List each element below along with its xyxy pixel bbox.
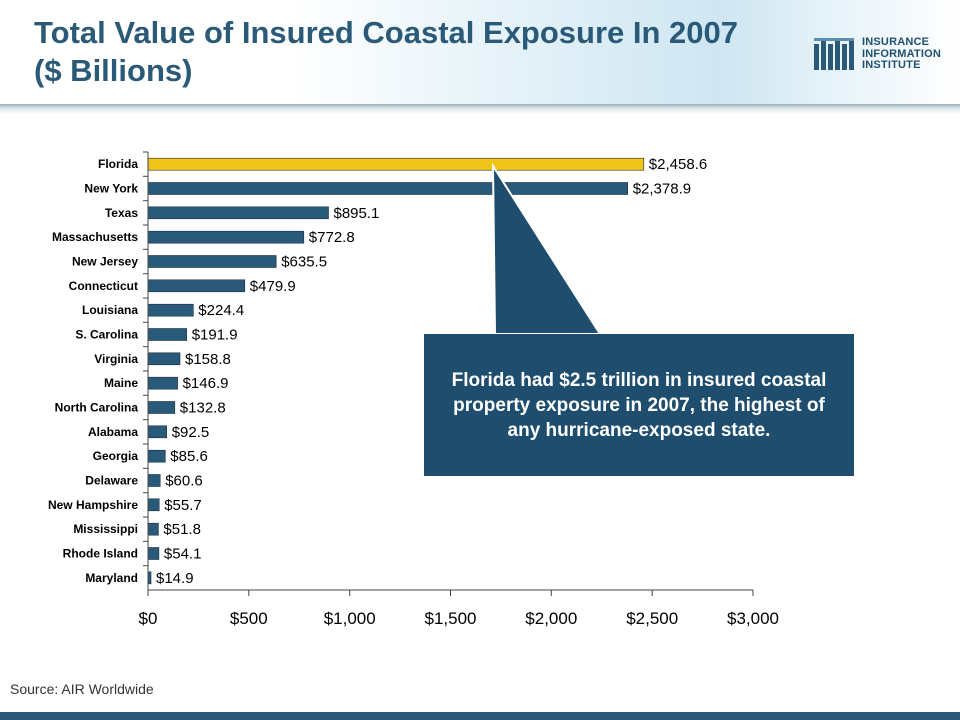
category-label-mississippi: Mississippi	[73, 522, 138, 536]
category-label-texas: Texas	[105, 206, 138, 220]
value-label-louisiana: $224.4	[198, 302, 244, 319]
bar-massachusetts	[147, 230, 305, 244]
bar-georgia	[147, 449, 166, 463]
bar-virginia	[147, 352, 181, 366]
bar-s-carolina	[147, 328, 188, 341]
bars-layer	[147, 157, 645, 585]
bar-florida	[147, 157, 645, 171]
callout-box: Florida had $2.5 trillion in insured coa…	[424, 334, 854, 476]
value-label-north-carolina: $132.8	[180, 400, 226, 417]
value-label-mississippi: $51.8	[163, 521, 201, 538]
iii-logo-icon	[814, 38, 854, 70]
bar-maine	[147, 376, 178, 390]
value-label-connecticut: $479.9	[250, 278, 296, 295]
category-label-rhode-island: Rhode Island	[63, 547, 138, 561]
bar-connecticut	[147, 279, 246, 293]
value-label-florida: $2,458.6	[649, 156, 707, 173]
header-divider	[0, 104, 960, 114]
logo-line-2: INFORMATION	[862, 47, 941, 60]
category-label-maine: Maine	[104, 376, 138, 390]
slide-title: Total Value of Insured Coastal Exposure …	[34, 14, 834, 90]
category-label-virginia: Virginia	[94, 352, 138, 366]
bar-alabama	[147, 425, 168, 439]
category-label-new-hampshire: New Hampshire	[48, 498, 138, 512]
category-label-alabama: Alabama	[88, 425, 138, 439]
x-tick-label: $500	[230, 609, 268, 628]
x-tick-label: $2,500	[626, 609, 678, 628]
category-label-connecticut: Connecticut	[69, 279, 138, 293]
bar-rhode-island	[147, 547, 160, 560]
category-label-s-carolina: S. Carolina	[75, 328, 138, 342]
bar-new-hampshire	[147, 498, 160, 512]
x-tick-label: $2,000	[525, 609, 577, 628]
x-tick-label: $1,500	[425, 609, 477, 628]
category-label-north-carolina: North Carolina	[55, 401, 139, 415]
x-tick-label: $1,000	[324, 609, 376, 628]
bar-mississippi	[147, 522, 159, 536]
value-label-new-jersey: $635.5	[281, 254, 327, 271]
footer-bar	[0, 712, 960, 720]
value-label-s-carolina: $191.9	[192, 327, 238, 344]
value-label-maryland: $14.9	[156, 570, 194, 587]
x-tick-label: $0	[139, 609, 158, 628]
value-label-new-york: $2,378.9	[633, 181, 691, 198]
value-label-massachusetts: $772.8	[309, 229, 355, 246]
title-line-1: Total Value of Insured Coastal Exposure …	[34, 15, 739, 50]
value-label-alabama: $92.5	[172, 424, 210, 441]
logo-line-3: INSTITUTE	[862, 59, 921, 71]
category-label-louisiana: Louisiana	[82, 303, 138, 317]
category-label-maryland: Maryland	[85, 571, 138, 585]
bar-texas	[147, 206, 329, 220]
bar-new-york	[147, 182, 629, 195]
value-label-delaware: $60.6	[165, 473, 203, 490]
callout-text: Florida had $2.5 trillion in insured coa…	[451, 369, 827, 441]
source-note: Source: AIR Worldwide	[10, 681, 154, 697]
value-label-new-hampshire: $55.7	[164, 497, 202, 514]
value-label-rhode-island: $54.1	[164, 546, 202, 563]
category-label-new-york: New York	[84, 182, 138, 196]
bar-new-jersey	[147, 255, 277, 268]
category-label-florida: Florida	[98, 157, 138, 171]
header-band	[0, 0, 960, 104]
value-label-texas: $895.1	[334, 205, 380, 222]
logo-line-1: INSURANCE	[862, 36, 930, 48]
bar-louisiana	[147, 303, 194, 317]
value-label-georgia: $85.6	[170, 448, 208, 465]
value-label-virginia: $158.8	[185, 351, 231, 368]
bar-delaware	[147, 474, 161, 487]
axis-layer: Florida $2,458.6 New York $2,378.9 Texas $895…	[48, 151, 779, 628]
bar-north-carolina	[147, 401, 176, 414]
category-label-delaware: Delaware	[85, 474, 138, 488]
category-label-georgia: Georgia	[93, 449, 139, 463]
x-tick-label: $3,000	[727, 609, 779, 628]
category-label-new-jersey: New Jersey	[72, 255, 138, 269]
title-line-2: ($ Billions)	[34, 53, 193, 88]
value-label-maine: $146.9	[183, 375, 229, 392]
logo-text: INSURANCE INFORMATION INSTITUTE	[862, 36, 941, 72]
category-label-massachusetts: Massachusetts	[52, 230, 138, 244]
